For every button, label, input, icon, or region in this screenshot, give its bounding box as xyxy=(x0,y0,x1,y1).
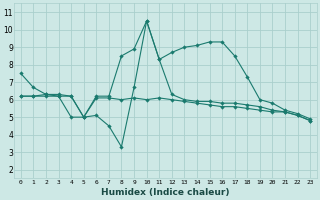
X-axis label: Humidex (Indice chaleur): Humidex (Indice chaleur) xyxy=(101,188,230,197)
